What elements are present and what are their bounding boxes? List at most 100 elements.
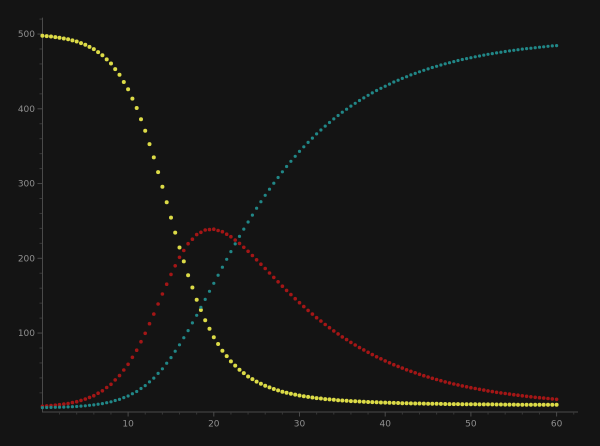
yellow-series-dot	[177, 245, 182, 250]
teal-series-dot	[417, 70, 422, 74]
yellow-series-dot	[70, 38, 75, 43]
red-series-dot	[280, 284, 285, 289]
teal-series-dot	[430, 65, 434, 70]
teal-series-dot	[323, 124, 327, 128]
red-series-dot	[267, 271, 272, 275]
yellow-series-dot	[156, 170, 161, 175]
red-series-dot	[216, 228, 220, 233]
yellow-series-dot	[396, 401, 401, 405]
red-series-dot	[357, 345, 362, 350]
red-series-dot	[109, 382, 113, 387]
yellow-series-dot	[404, 401, 409, 406]
yellow-series-dot	[430, 401, 435, 406]
teal-series-dot	[473, 55, 477, 59]
teal-series-dot	[413, 71, 417, 75]
red-series	[40, 227, 559, 409]
teal-series-dot	[212, 281, 216, 285]
teal-series-dot	[100, 402, 104, 406]
teal-series-dot	[542, 45, 546, 49]
red-series-dot	[306, 308, 310, 313]
teal-series-dot	[482, 53, 486, 57]
teal-series-dot	[537, 45, 542, 49]
red-series-dot	[499, 391, 503, 395]
red-series-dot	[134, 348, 139, 353]
yellow-series	[40, 33, 559, 407]
red-series-dot	[370, 352, 375, 357]
red-series-dot	[533, 395, 537, 400]
yellow-series-dot	[434, 401, 439, 406]
red-series-dot	[396, 364, 400, 369]
red-series-dot	[74, 399, 79, 404]
red-series-dot	[246, 249, 250, 254]
teal-series-dot	[126, 394, 130, 398]
teal-series-dot	[130, 392, 134, 396]
teal-series-dot	[319, 128, 323, 132]
teal-series-dot	[169, 356, 173, 360]
yellow-series-dot	[426, 401, 431, 406]
red-series-dot	[516, 393, 520, 398]
yellow-series-dot	[203, 318, 208, 323]
yellow-series-dot	[49, 34, 53, 39]
yellow-series-dot	[361, 399, 366, 404]
red-series-dot	[117, 373, 122, 378]
red-series-dot	[164, 282, 169, 287]
red-series-dot	[323, 322, 328, 327]
teal-series-dot	[555, 44, 559, 48]
y-tick-label: 300	[18, 180, 35, 190]
yellow-series-dot	[554, 402, 559, 407]
yellow-series-dot	[246, 374, 251, 379]
yellow-series-dot	[481, 402, 486, 407]
yellow-series-dot	[378, 400, 383, 405]
red-series-dot	[349, 340, 353, 345]
teal-series-dot	[409, 73, 413, 77]
yellow-series-dot	[438, 401, 443, 406]
teal-series-dot	[242, 227, 246, 231]
teal-series-dot	[486, 52, 490, 56]
yellow-series-dot	[503, 402, 508, 407]
yellow-series-dot	[194, 297, 199, 302]
yellow-series-dot	[190, 285, 195, 290]
teal-series-dot	[233, 242, 237, 246]
yellow-series-dot	[220, 348, 225, 353]
red-series-dot	[353, 343, 358, 347]
teal-series-dot	[533, 46, 537, 50]
teal-series-dot	[75, 404, 79, 409]
yellow-series-dot	[550, 402, 555, 407]
red-series-dot	[229, 234, 233, 239]
teal-series-dot	[113, 398, 117, 403]
teal-series-dot	[182, 336, 186, 340]
teal-series-dot	[357, 98, 362, 103]
teal-series-dot	[546, 44, 550, 48]
teal-series-dot	[379, 86, 383, 90]
red-series-dot	[550, 397, 555, 401]
red-series-dot	[524, 394, 529, 399]
teal-series-dot	[345, 107, 349, 111]
red-series-dot	[233, 238, 237, 242]
red-series-dot	[190, 237, 195, 241]
yellow-series-dot	[348, 399, 353, 404]
yellow-series-dot	[224, 354, 229, 359]
red-series-dot	[130, 355, 135, 360]
red-series-dot	[143, 331, 147, 336]
yellow-series-dot	[391, 400, 396, 405]
teal-series-dot	[267, 187, 272, 191]
teal-series-dot	[507, 49, 512, 53]
red-series-dot	[482, 388, 486, 392]
yellow-series-dot	[473, 402, 478, 407]
x-tick-label: 20	[208, 420, 220, 430]
yellow-series-dot	[400, 401, 405, 406]
yellow-series-dot	[366, 400, 371, 404]
teal-series-dot	[62, 405, 66, 409]
red-series-dot	[302, 304, 306, 309]
yellow-series-dot	[340, 398, 345, 403]
teal-series-dot	[460, 57, 464, 62]
yellow-series-dot	[408, 401, 413, 406]
teal-series-dot	[495, 51, 499, 55]
teal-series-dot	[237, 234, 242, 238]
yellow-series-dot	[216, 342, 221, 346]
yellow-series-dot	[486, 402, 490, 407]
teal-series-dot	[516, 48, 520, 52]
teal-series-dot	[353, 101, 357, 105]
red-series-dot	[490, 389, 495, 394]
